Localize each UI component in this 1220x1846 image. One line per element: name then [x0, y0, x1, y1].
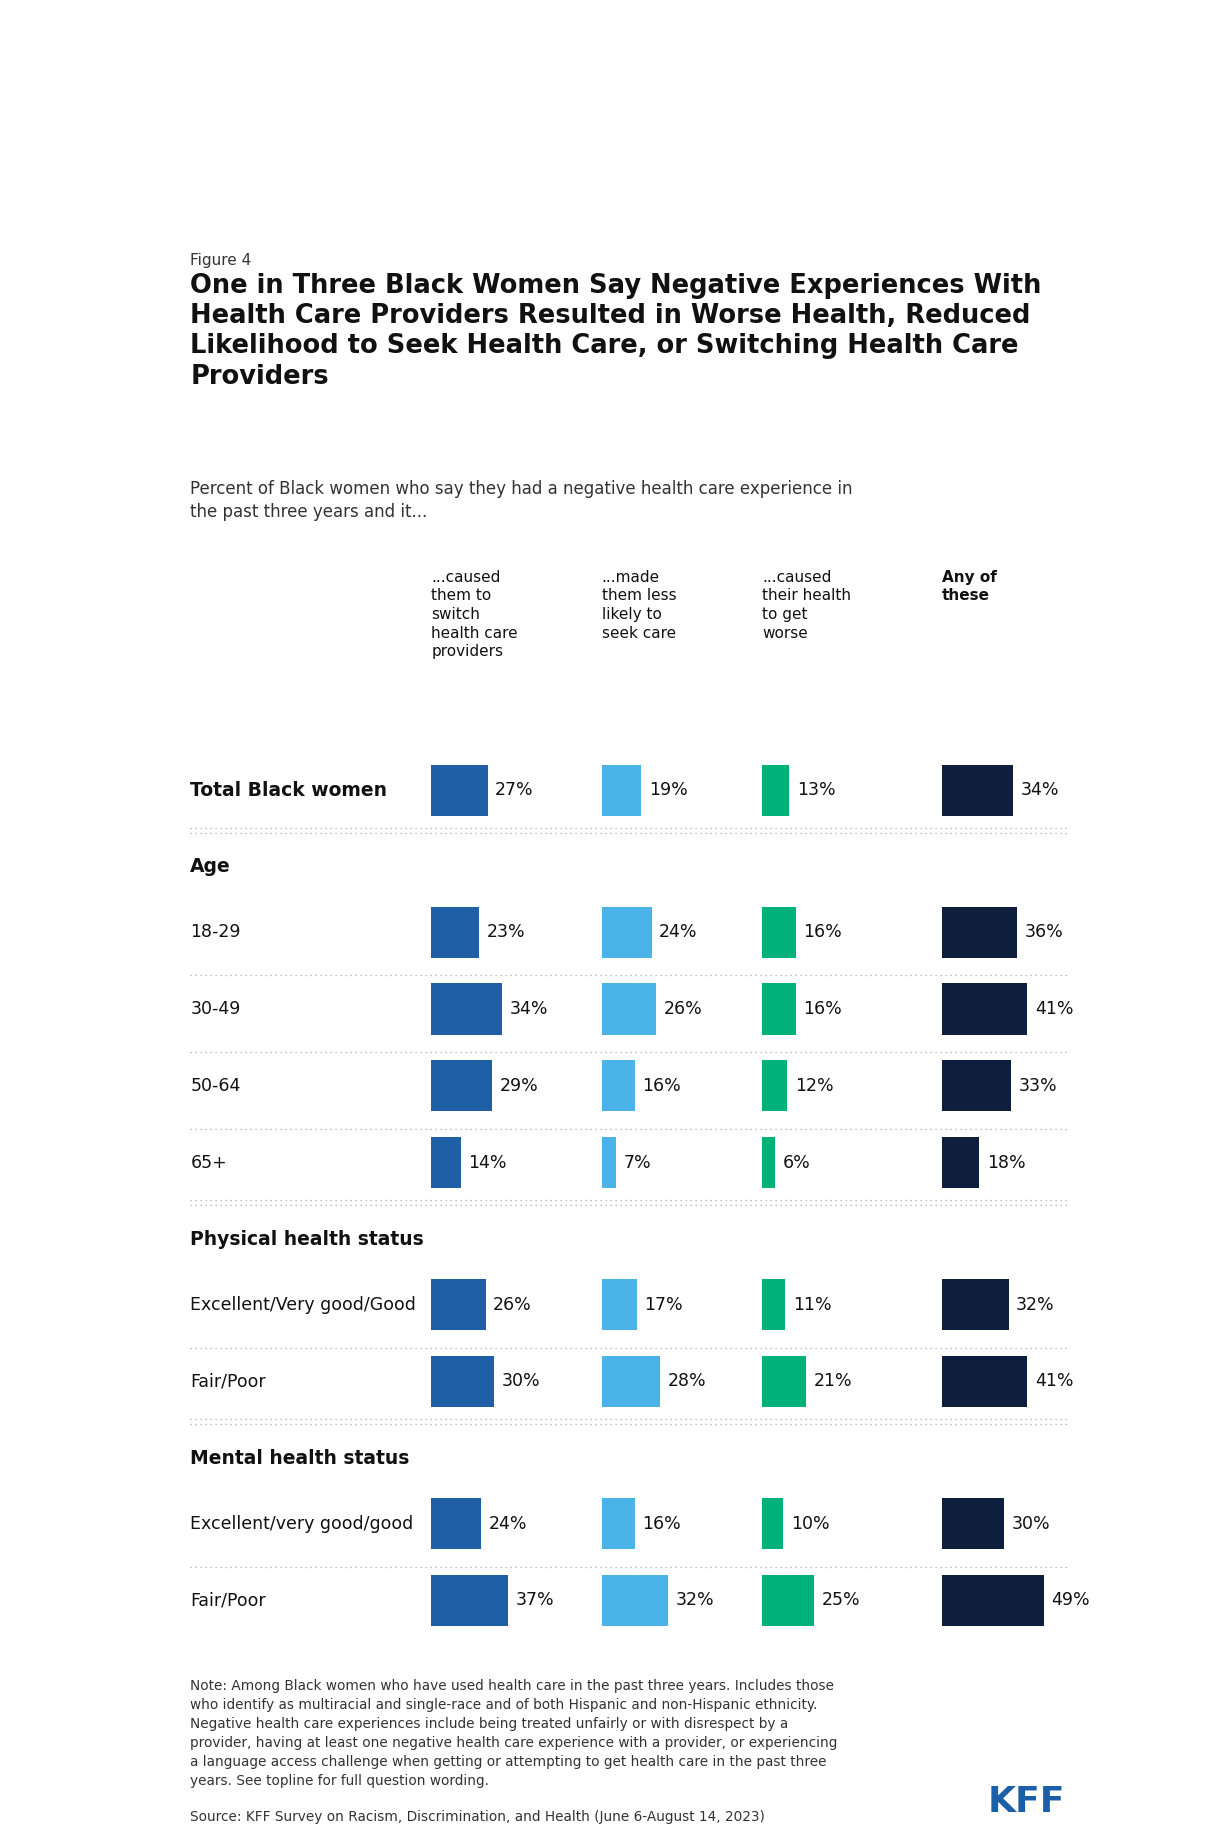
Bar: [601, 764, 642, 816]
Text: Age: Age: [190, 857, 231, 877]
Bar: [432, 1575, 509, 1626]
Text: 32%: 32%: [1016, 1296, 1055, 1314]
Text: 19%: 19%: [649, 781, 687, 799]
Text: 41%: 41%: [1035, 1372, 1074, 1390]
Text: ...caused
them to
switch
health care
providers: ...caused them to switch health care pro…: [432, 570, 518, 659]
Text: Fair/Poor: Fair/Poor: [190, 1372, 266, 1390]
Bar: [432, 1355, 494, 1407]
Text: ...caused
their health
to get
worse: ...caused their health to get worse: [762, 570, 852, 641]
Text: Total Black women: Total Black women: [190, 781, 387, 799]
Bar: [432, 984, 503, 1034]
Text: 49%: 49%: [1052, 1591, 1091, 1610]
Text: 24%: 24%: [659, 923, 698, 941]
Bar: [432, 1497, 482, 1549]
Text: 30-49: 30-49: [190, 1001, 240, 1017]
Text: Note: Among Black women who have used health care in the past three years. Inclu: Note: Among Black women who have used he…: [190, 1678, 838, 1787]
Text: 21%: 21%: [814, 1372, 853, 1390]
Bar: [762, 984, 795, 1034]
Text: 14%: 14%: [468, 1154, 506, 1172]
Bar: [432, 906, 479, 958]
Bar: [601, 1355, 660, 1407]
Bar: [942, 906, 1017, 958]
Bar: [942, 764, 1013, 816]
Bar: [601, 1060, 634, 1111]
Text: 6%: 6%: [782, 1154, 810, 1172]
Text: ...made
them less
likely to
seek care: ...made them less likely to seek care: [601, 570, 676, 641]
Text: Percent of Black women who say they had a negative health care experience in
the: Percent of Black women who say they had …: [190, 480, 853, 521]
Text: 26%: 26%: [493, 1296, 532, 1314]
Text: 41%: 41%: [1035, 1001, 1074, 1017]
Text: 16%: 16%: [643, 1076, 681, 1095]
Text: 10%: 10%: [791, 1514, 830, 1532]
Text: 28%: 28%: [667, 1372, 706, 1390]
Bar: [942, 1279, 1009, 1331]
Bar: [432, 764, 488, 816]
Bar: [762, 1497, 783, 1549]
Text: 36%: 36%: [1025, 923, 1063, 941]
Text: 32%: 32%: [676, 1591, 715, 1610]
Text: 12%: 12%: [795, 1076, 833, 1095]
Bar: [432, 1060, 492, 1111]
Text: Any of
these: Any of these: [942, 570, 997, 604]
Text: 16%: 16%: [643, 1514, 681, 1532]
Bar: [601, 1279, 637, 1331]
Text: One in Three Black Women Say Negative Experiences With
Health Care Providers Res: One in Three Black Women Say Negative Ex…: [190, 273, 1042, 390]
Text: 7%: 7%: [623, 1154, 651, 1172]
Text: 33%: 33%: [1019, 1076, 1057, 1095]
Bar: [942, 1060, 1010, 1111]
Bar: [762, 1575, 815, 1626]
Text: 34%: 34%: [510, 1001, 548, 1017]
Bar: [942, 1575, 1044, 1626]
Text: 18-29: 18-29: [190, 923, 240, 941]
Text: 65+: 65+: [190, 1154, 227, 1172]
Bar: [942, 984, 1027, 1034]
Text: Physical health status: Physical health status: [190, 1229, 425, 1248]
Text: 37%: 37%: [516, 1591, 555, 1610]
Text: Excellent/Very good/Good: Excellent/Very good/Good: [190, 1296, 416, 1314]
Text: 26%: 26%: [664, 1001, 702, 1017]
Bar: [601, 1575, 669, 1626]
Bar: [762, 764, 789, 816]
Text: KFF: KFF: [987, 1785, 1065, 1820]
Text: 25%: 25%: [822, 1591, 860, 1610]
Text: Excellent/very good/good: Excellent/very good/good: [190, 1514, 414, 1532]
Text: 13%: 13%: [797, 781, 836, 799]
Text: 18%: 18%: [987, 1154, 1026, 1172]
Bar: [601, 906, 651, 958]
Bar: [762, 1060, 787, 1111]
Bar: [432, 1137, 460, 1189]
Bar: [942, 1497, 1004, 1549]
Text: 11%: 11%: [793, 1296, 831, 1314]
Text: 16%: 16%: [803, 1001, 842, 1017]
Text: Fair/Poor: Fair/Poor: [190, 1591, 266, 1610]
Text: 29%: 29%: [499, 1076, 538, 1095]
Text: 23%: 23%: [487, 923, 526, 941]
Bar: [942, 1355, 1027, 1407]
Text: Figure 4: Figure 4: [190, 253, 251, 268]
Bar: [942, 1137, 980, 1189]
Text: Mental health status: Mental health status: [190, 1449, 410, 1468]
Bar: [601, 1497, 634, 1549]
Bar: [762, 1355, 806, 1407]
Bar: [432, 1279, 486, 1331]
Text: Source: KFF Survey on Racism, Discrimination, and Health (June 6-August 14, 2023: Source: KFF Survey on Racism, Discrimina…: [190, 1809, 765, 1824]
Bar: [762, 1279, 786, 1331]
Text: 50-64: 50-64: [190, 1076, 240, 1095]
Text: 27%: 27%: [495, 781, 534, 799]
Text: 17%: 17%: [644, 1296, 683, 1314]
Bar: [762, 1137, 775, 1189]
Text: 24%: 24%: [489, 1514, 527, 1532]
Bar: [601, 1137, 616, 1189]
Text: 30%: 30%: [1011, 1514, 1050, 1532]
Text: 30%: 30%: [501, 1372, 540, 1390]
Text: 16%: 16%: [803, 923, 842, 941]
Text: 34%: 34%: [1020, 781, 1059, 799]
Bar: [762, 906, 795, 958]
Bar: [601, 984, 655, 1034]
